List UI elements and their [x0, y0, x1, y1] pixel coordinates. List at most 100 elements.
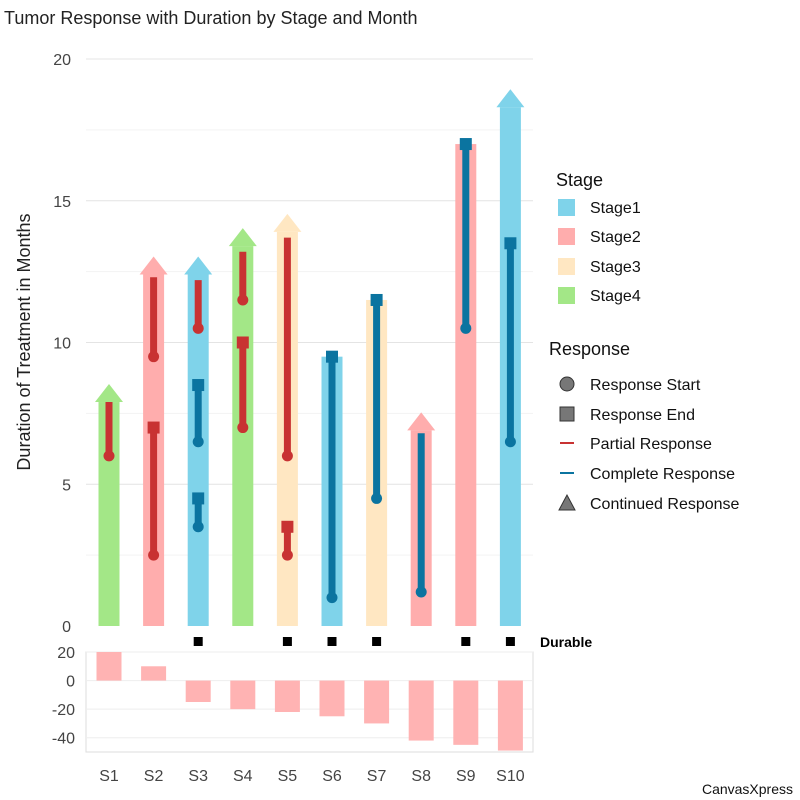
waterfall-bar [274, 680, 300, 712]
response-start-marker [192, 322, 204, 334]
x-tick-label: S1 [99, 768, 119, 785]
x-tick-label: S6 [322, 768, 342, 785]
duration-bar [455, 144, 477, 627]
durable-label: Durable [540, 634, 592, 650]
legend-stage2-label: Stage2 [590, 229, 641, 246]
y-tick-label: 0 [62, 619, 71, 636]
continued-arrow [139, 256, 168, 275]
legend-complete-label: Complete Response [590, 466, 735, 483]
y-axis-label: Duration of Treatment in Months [14, 213, 34, 470]
response-end-marker [370, 293, 383, 306]
response-end-marker [236, 336, 249, 349]
y-axis-ticks: 0 5 10 15 20 [53, 52, 71, 636]
continued-arrow [407, 412, 436, 431]
legend-response-title: Response [549, 339, 630, 359]
response-start-marker [281, 549, 293, 561]
response-end-marker [192, 492, 205, 505]
durable-row: Durable [193, 634, 592, 650]
durable-marker [193, 637, 203, 646]
x-tick-label: S4 [233, 768, 253, 785]
legend-stage4-swatch [558, 287, 575, 304]
response-start-marker [148, 351, 160, 363]
response-end-marker [326, 350, 338, 363]
y-tick-label: 5 [62, 477, 71, 494]
response-start-marker [415, 586, 427, 598]
continued-arrow [496, 89, 525, 108]
waterfall-bars [86, 651, 533, 751]
legend-square-icon [559, 406, 575, 422]
durable-marker [327, 637, 337, 646]
response-start-marker [371, 492, 383, 504]
x-tick-label: S7 [367, 768, 387, 785]
durable-marker [505, 637, 515, 646]
y-tick-label: 20 [53, 52, 71, 69]
legend-stage2-swatch [558, 228, 575, 245]
legend-triangle-icon [558, 493, 576, 511]
response-start-marker [460, 322, 472, 334]
response-segments [103, 138, 517, 604]
waterfall-bar [185, 680, 211, 702]
duration-bar [98, 402, 120, 626]
response-start-marker [504, 436, 516, 448]
legend-stage3-label: Stage3 [590, 259, 641, 276]
chart-title: Tumor Response with Duration by Stage an… [4, 8, 418, 28]
x-tick-label: S8 [411, 768, 431, 785]
legend-continued-label: Continued Response [590, 496, 740, 513]
waterfall-bar [319, 680, 345, 717]
waterfall-bar [408, 680, 434, 741]
legend: Stage Stage1 Stage2 Stage3 Stage4 Respon… [549, 170, 740, 513]
waterfall-bar [96, 652, 122, 681]
waterfall-bar [497, 680, 523, 751]
continued-arrow [228, 228, 257, 247]
credit-label: CanvasXpress [702, 781, 793, 797]
x-tick-label: S10 [496, 768, 525, 785]
continued-arrow [273, 213, 302, 232]
x-tick-label: S5 [278, 768, 298, 785]
response-start-marker [326, 592, 338, 604]
durable-marker [372, 637, 382, 646]
x-axis-ticks: S1 S2 S3 S4 S5 S6 S7 S8 S9 S10 [99, 768, 525, 785]
response-start-marker [103, 450, 115, 462]
durable-marker [461, 637, 471, 646]
response-end-marker [281, 520, 294, 533]
legend-partial-label: Partial Response [590, 436, 712, 453]
response-end-marker [504, 237, 517, 250]
waterfall-tick-label: 20 [57, 645, 75, 662]
x-tick-label: S3 [188, 768, 208, 785]
waterfall-bar [141, 666, 167, 681]
response-start-marker [192, 436, 204, 448]
legend-stage1-label: Stage1 [590, 200, 641, 217]
response-start-marker [237, 294, 249, 306]
response-start-marker [237, 422, 249, 434]
continued-arrow [184, 256, 213, 275]
waterfall-tick-label: -20 [52, 702, 75, 719]
y-tick-label: 10 [53, 336, 71, 353]
legend-response-end-label: Response End [590, 407, 695, 424]
waterfall-y-ticks: 20 0 -20 -40 [52, 645, 75, 748]
legend-response-start-label: Response Start [590, 377, 701, 394]
y-tick-label: 15 [53, 194, 71, 211]
legend-circle-icon [559, 376, 575, 392]
response-start-marker [148, 549, 160, 561]
response-end-marker [192, 379, 205, 392]
waterfall-bar [230, 680, 256, 710]
waterfall-tick-label: 0 [66, 674, 75, 691]
waterfall-bar [364, 680, 390, 724]
duration-bars [95, 89, 525, 627]
durable-marker [282, 637, 292, 646]
waterfall-tick-label: -40 [52, 731, 75, 748]
response-start-marker [281, 450, 293, 462]
duration-bar [187, 274, 209, 626]
x-tick-label: S2 [144, 768, 164, 785]
response-start-marker [192, 521, 204, 533]
legend-stage1-swatch [558, 199, 575, 216]
x-tick-label: S9 [456, 768, 476, 785]
response-end-marker [459, 138, 472, 151]
response-end-marker [147, 421, 160, 434]
legend-stage4-label: Stage4 [590, 288, 641, 305]
waterfall-bar [453, 680, 479, 745]
continued-arrow [95, 384, 123, 403]
legend-stage-title: Stage [556, 170, 603, 190]
legend-stage3-swatch [558, 258, 575, 275]
